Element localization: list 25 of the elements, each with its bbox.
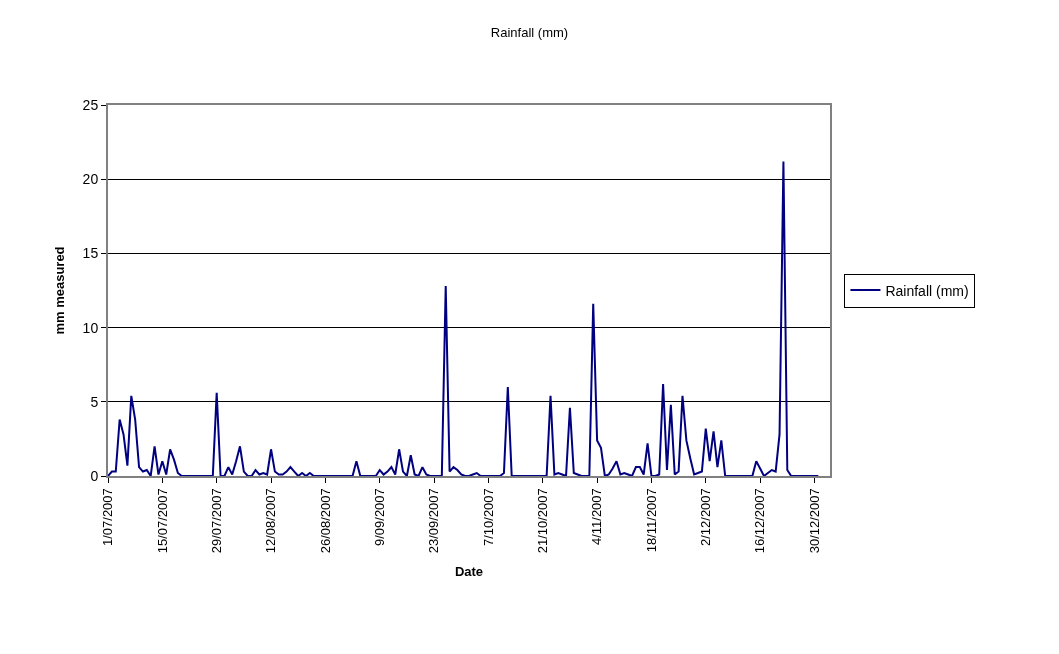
x-tick-label: 16/12/2007 — [752, 488, 768, 554]
x-axis-title: Date — [454, 564, 484, 580]
y-tick-label: 15 — [82, 245, 99, 262]
x-tick-label: 26/08/2007 — [317, 488, 333, 554]
x-tick-label: 7/10/2007 — [480, 488, 496, 547]
chart-title: Rainfall (mm) — [490, 25, 569, 41]
x-tick-label: 12/08/2007 — [263, 488, 279, 554]
y-axis-title: mm measured — [52, 246, 68, 335]
x-tick-label: 15/07/2007 — [154, 488, 170, 554]
y-tick-label: 25 — [82, 96, 99, 113]
y-tick-label: 5 — [90, 393, 99, 410]
x-tick-label: 23/09/2007 — [426, 488, 442, 554]
x-tick-label: 29/07/2007 — [208, 488, 224, 554]
y-tick-label: 0 — [90, 467, 99, 484]
x-tick-label: 9/09/2007 — [371, 488, 387, 547]
y-tick-label: 10 — [82, 319, 99, 336]
legend-label: Rainfall (mm) — [885, 282, 969, 299]
x-tick-label: 18/11/2007 — [643, 488, 659, 553]
x-tick-label: 4/11/2007 — [589, 488, 605, 546]
x-tick-label: 30/12/2007 — [806, 488, 822, 554]
x-tick-label: 21/10/2007 — [534, 488, 550, 554]
x-tick-label: 2/12/2007 — [698, 488, 714, 547]
x-tick-label: 1/07/2007 — [100, 488, 116, 547]
y-tick-label: 20 — [82, 171, 99, 188]
line-series — [108, 160, 820, 476]
